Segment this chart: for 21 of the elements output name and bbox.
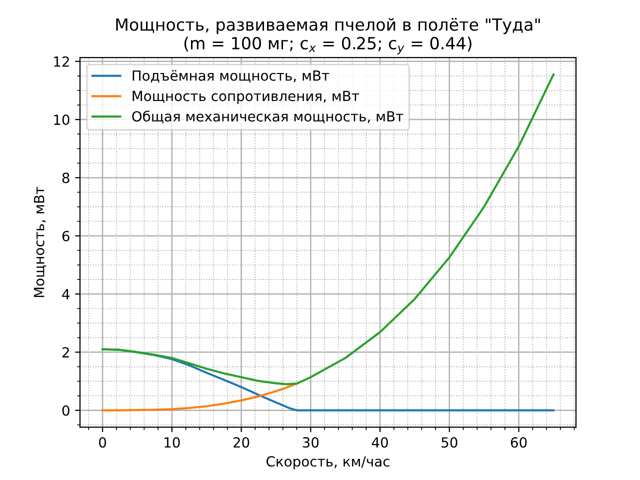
x-tick-label: 20 xyxy=(233,437,250,448)
y-tick-label: 0 xyxy=(62,405,70,416)
x-axis-title: Скорость, км/час xyxy=(266,456,390,470)
x-tick-label: 50 xyxy=(442,437,458,448)
y-tick-label: 10 xyxy=(54,114,70,126)
line-series xyxy=(102,382,298,412)
y-axis-title: Мощность, мВт xyxy=(34,186,46,298)
y-tick-label: 4 xyxy=(62,289,70,300)
y-tick-label: 8 xyxy=(62,172,70,184)
y-tick-label: 12 xyxy=(54,56,69,67)
legend-label: Мощность сопротивления, мВт xyxy=(132,90,360,104)
chart-title: Мощность, развиваемая пчелой в полёте "Туда" (m = 100 мг; c$_{x}$ = 0.25; c$_{y}$ = 0.44) xyxy=(116,18,540,54)
x-tick-label: 0 xyxy=(99,437,106,448)
x-tick-label: 60 xyxy=(510,437,527,448)
x-tick-label: 10 xyxy=(164,437,180,448)
y-tick-label: 6 xyxy=(62,230,70,242)
x-tick-label: 40 xyxy=(372,437,388,448)
legend-label: Общая механическая мощность, мВт xyxy=(132,110,404,124)
legend-label: Подъёмная мощность, мВт xyxy=(132,70,330,83)
y-tick-label: 2 xyxy=(62,347,69,358)
x-tick-label: 30 xyxy=(302,437,319,448)
